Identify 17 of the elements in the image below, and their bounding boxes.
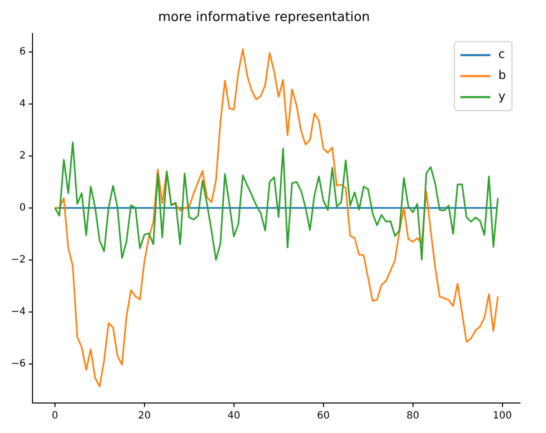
legend-label: y [498, 89, 506, 104]
x-tick-label: 20 [138, 410, 151, 422]
y-tick-label: −2 [10, 254, 26, 266]
legend-label: b [498, 68, 506, 82]
x-tick-label: 60 [316, 410, 330, 422]
y-tick-label: 0 [19, 202, 26, 214]
y-tick-label: −6 [10, 358, 26, 370]
y-tick-label: 6 [19, 46, 26, 58]
x-tick-label: 100 [492, 410, 512, 422]
y-tick-label: −4 [10, 306, 26, 318]
x-tick-label: 80 [406, 410, 420, 422]
chart-title: more informative representation [158, 10, 370, 26]
y-tick-label: 2 [19, 150, 26, 162]
y-tick-label: 4 [19, 98, 26, 110]
x-tick-label: 40 [227, 410, 240, 422]
x-tick-label: 0 [52, 410, 58, 422]
legend-label: c [498, 47, 505, 62]
